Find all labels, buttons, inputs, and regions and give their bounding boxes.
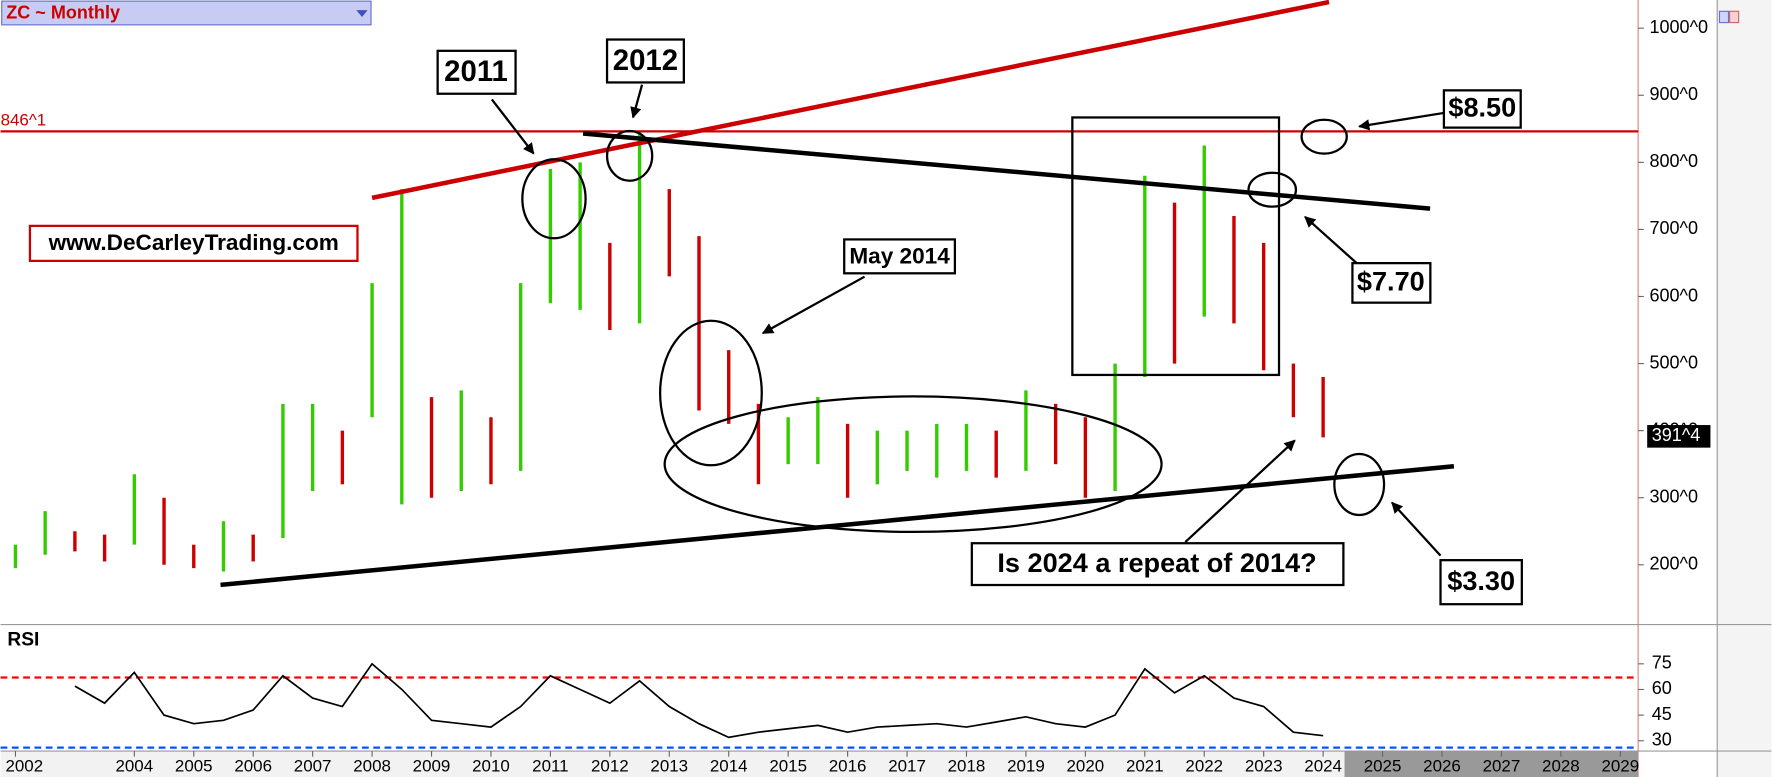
future-shade (1344, 751, 1639, 777)
rsi-tick-label: 75 (1652, 653, 1672, 673)
rsi-tick-label: 30 (1652, 730, 1672, 750)
x-tick-label: 2002 (5, 756, 43, 775)
label-box (436, 49, 517, 95)
x-tick-label: 2011 (532, 756, 568, 775)
label-box (1351, 262, 1432, 304)
circle (658, 319, 763, 467)
label-box (843, 238, 957, 275)
rsi-tick-label: 60 (1652, 678, 1672, 698)
arrow (630, 84, 644, 119)
dropdown-arrow[interactable] (356, 10, 368, 17)
annotation: www.DeCarleyTrading.com (48, 230, 339, 255)
circle (663, 395, 1163, 534)
x-tick-label: 2017 (888, 756, 926, 775)
arrow (1358, 111, 1445, 131)
annotation-labels: 2011 2012 May 2014 Is 2024 a repeat of 2… (28, 38, 1523, 606)
x-tick-label: 2014 (710, 756, 748, 775)
y-tick-label: 900^0 (1649, 84, 1698, 104)
x-tick-label: 2006 (234, 756, 272, 775)
annotation: May 2014 (849, 243, 950, 268)
annotation: $8.50 (1448, 92, 1516, 123)
icon[interactable] (1729, 10, 1740, 24)
label-box (1439, 559, 1523, 606)
x-tick-label: 2010 (472, 756, 510, 775)
annotation: 2011 (444, 55, 508, 88)
arrow (1304, 215, 1360, 267)
x-tick-label: 2021 (1126, 756, 1164, 775)
x-tick-label: 2012 (591, 756, 629, 775)
annotation: $3.30 (1447, 565, 1515, 596)
circle (1300, 118, 1348, 155)
label-box (28, 224, 359, 263)
arrow (1184, 439, 1296, 543)
icon[interactable] (1718, 10, 1730, 24)
x-tick-label: 2018 (948, 756, 986, 775)
x-tick-label: 2029 (1601, 756, 1639, 775)
rsi-label: RSI (7, 629, 39, 650)
highlight-box (1071, 116, 1281, 377)
title-box[interactable] (1, 0, 372, 26)
x-tick-label: 2020 (1067, 756, 1105, 775)
annotation: $7.70 (1357, 266, 1425, 297)
last-price-label: 391^4 (1652, 425, 1701, 445)
price-line-label: 846^1 (1, 111, 47, 130)
arrow (490, 98, 535, 155)
last-price-tag (1647, 425, 1711, 448)
y-tick-label: 700^0 (1649, 218, 1698, 238)
x-tick-label: 2007 (294, 756, 332, 775)
x-tick-label: 2005 (175, 756, 213, 775)
annotation-shapes (490, 84, 1445, 557)
y-tick-label: 300^0 (1649, 486, 1698, 506)
arrow (1391, 501, 1442, 557)
x-tick-label: 2013 (650, 756, 688, 775)
circle (521, 158, 587, 240)
x-tick-label: 2015 (769, 756, 807, 775)
x-tick-label: 2016 (829, 756, 867, 775)
y-tick-label: 600^0 (1649, 285, 1698, 305)
y-tick-label: 200^0 (1649, 554, 1698, 574)
annotation: Is 2024 a repeat of 2014? (997, 547, 1316, 578)
circle (1333, 452, 1386, 517)
x-tick-label: 2025 (1364, 756, 1402, 775)
x-tick-label: 2022 (1185, 756, 1223, 775)
x-tick-label: 2026 (1423, 756, 1461, 775)
rsi-tick-label: 45 (1652, 704, 1672, 724)
plot-area: 1000^0900^0800^0700^0600^0500^0400^0300^… (1, 0, 1711, 775)
label-box (970, 542, 1345, 587)
x-tick-label: 2028 (1542, 756, 1580, 775)
y-tick-label: 1000^0 (1649, 17, 1708, 37)
annotation: 2012 (613, 44, 678, 77)
trendline (220, 463, 1455, 588)
rsi-line (74, 662, 1324, 739)
x-tick-label: 2008 (353, 756, 391, 775)
x-tick-label: 2027 (1483, 756, 1521, 775)
x-tick-label: 2024 (1304, 756, 1342, 775)
chart-title: ZC ~ Monthly (6, 2, 120, 22)
x-tick-label: 2004 (115, 756, 153, 775)
arrow (761, 275, 866, 335)
x-tick-label: 2009 (413, 756, 451, 775)
trendline (582, 131, 1431, 211)
y-tick-label: 800^0 (1649, 151, 1698, 171)
trendline (371, 0, 1330, 201)
x-tick-label: 2023 (1245, 756, 1283, 775)
label-box (605, 38, 685, 84)
circle (605, 129, 654, 182)
label-box (1442, 89, 1522, 129)
side-strip (1717, 0, 1772, 777)
x-tick-label: 2019 (1007, 756, 1045, 775)
circle (1247, 171, 1298, 208)
y-tick-label: 500^0 (1649, 352, 1698, 372)
